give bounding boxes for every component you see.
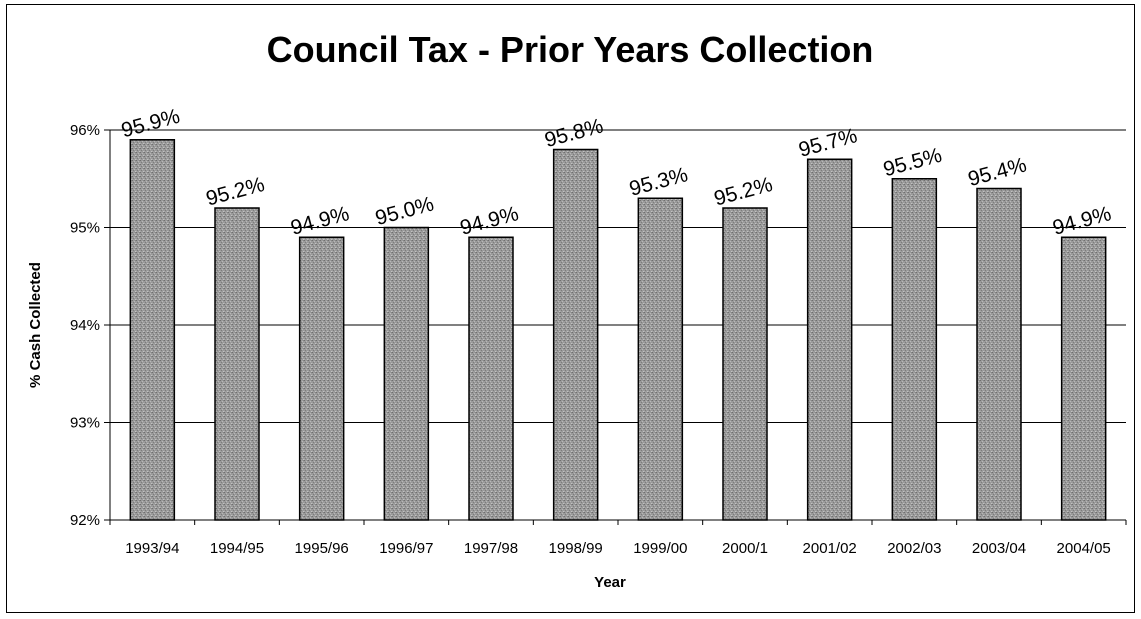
bar: [637, 197, 684, 521]
x-tick-label: 1999/00: [633, 540, 687, 557]
data-label: 94.9%: [1050, 202, 1113, 240]
data-label: 95.2%: [204, 173, 267, 211]
y-axis-title: % Cash Collected: [27, 262, 44, 388]
y-axis-ticks: 92% 93% 94% 95% 96%: [70, 122, 110, 529]
x-tick-label: 1996/97: [379, 540, 433, 557]
gridlines: [110, 129, 1126, 423]
data-label: 94.9%: [458, 202, 521, 240]
x-tick-label: 1993/94: [125, 540, 179, 557]
x-axis-ticks: 1993/94 1994/95 1995/96 1996/97 1997/98 1998/…: [109, 520, 1127, 557]
data-label: 95.3%: [627, 163, 690, 201]
bars: [129, 139, 1107, 521]
data-label: 95.2%: [712, 173, 775, 211]
x-tick-label: 2004/05: [1057, 540, 1111, 557]
bar: [214, 207, 260, 521]
x-tick-label: 1994/95: [210, 540, 264, 557]
y-tick-label: 94%: [70, 317, 100, 334]
x-tick-label: 1995/96: [295, 540, 349, 557]
x-tick-label: 2000/1: [722, 540, 768, 557]
data-label: 95.0%: [373, 192, 436, 230]
data-label: 95.5%: [881, 144, 944, 182]
data-label: 95.8%: [542, 114, 605, 152]
data-labels: 95.9% 95.2% 94.9% 95.0% 94.9% 95.8% 95.3% 95.2%…: [119, 105, 1114, 240]
x-axis-title: Year: [594, 574, 626, 591]
bar: [722, 207, 768, 521]
bar: [1060, 236, 1107, 521]
data-label: 95.4%: [966, 153, 1029, 191]
bar: [976, 187, 1022, 521]
y-tick-label: 96%: [70, 122, 100, 139]
y-tick-label: 92%: [70, 512, 100, 529]
chart-title: Council Tax - Prior Years Collection: [267, 29, 874, 70]
bar: [298, 236, 345, 521]
x-tick-label: 2002/03: [887, 540, 941, 557]
bar: [129, 139, 176, 521]
bar: [468, 236, 514, 521]
x-tick-label: 1998/99: [549, 540, 603, 557]
bar: [891, 178, 938, 521]
bar: [383, 226, 430, 521]
y-tick-label: 95%: [70, 220, 100, 237]
x-tick-label: 2001/02: [803, 540, 857, 557]
data-label: 95.9%: [119, 105, 182, 143]
bar: [552, 148, 599, 521]
bar: [806, 158, 853, 521]
y-tick-label: 93%: [70, 415, 100, 432]
x-tick-label: 2003/04: [972, 540, 1026, 557]
data-label: 94.9%: [288, 202, 351, 240]
x-tick-label: 1997/98: [464, 540, 518, 557]
